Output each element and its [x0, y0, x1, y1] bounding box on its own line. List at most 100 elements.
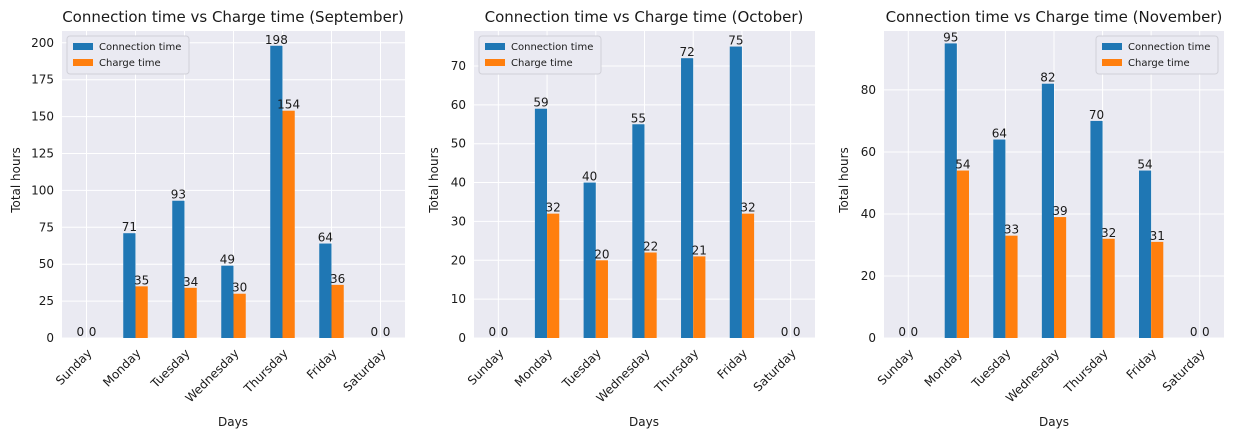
bar [632, 124, 645, 338]
bar [681, 58, 694, 339]
data-label: 59 [533, 96, 548, 110]
bar [319, 243, 332, 338]
bar [1139, 170, 1152, 338]
data-label: 0 [77, 325, 85, 339]
y-tick-label: 100 [31, 183, 54, 197]
bar [944, 43, 957, 338]
y-tick-label: 40 [861, 207, 876, 221]
bar [595, 260, 608, 338]
chart-october: Connection time vs Charge time (October)… [427, 8, 815, 429]
data-label: 64 [992, 127, 1007, 141]
bar [1102, 238, 1115, 338]
chart-november: Connection time vs Charge time (November… [837, 8, 1224, 429]
x-tick-label: Monday [922, 346, 965, 389]
bar [123, 233, 136, 338]
legend-box [66, 35, 190, 75]
x-tick-label: Monday [100, 346, 143, 389]
legend: Connection time Charge time [478, 35, 602, 75]
data-label: 0 [488, 325, 496, 339]
legend-label: Charge time [99, 58, 161, 69]
data-label: 39 [1052, 204, 1067, 218]
legend-label: Connection time [99, 42, 181, 53]
data-label: 31 [1150, 229, 1165, 243]
x-axis-label: Days [218, 415, 248, 429]
bar [583, 182, 596, 338]
bar [729, 46, 742, 338]
y-tick-label: 75 [39, 220, 54, 234]
data-label: 32 [740, 201, 755, 215]
legend-swatch [485, 59, 505, 66]
bar [331, 284, 344, 338]
x-tick-label: Friday [1124, 346, 1160, 382]
y-tick-label: 20 [451, 253, 466, 267]
bar [741, 213, 755, 338]
data-label: 82 [1040, 71, 1055, 85]
x-tick-label: Sunday [53, 346, 95, 388]
x-tick-label: Thursday [1061, 346, 1111, 396]
x-tick-label: Thursday [241, 346, 291, 396]
chart-september: Connection time vs Charge time (Septembe… [9, 8, 405, 429]
bar [221, 265, 234, 338]
y-tick-label: 50 [39, 257, 54, 271]
y-tick-label: 0 [458, 331, 466, 345]
y-tick-label: 60 [451, 98, 466, 112]
x-axis-label: Days [1039, 415, 1069, 429]
chart-title: Connection time vs Charge time (Septembe… [62, 8, 404, 26]
data-label: 21 [692, 243, 707, 257]
y-tick-label: 40 [451, 176, 466, 190]
data-label: 198 [265, 33, 288, 47]
data-label: 22 [643, 240, 658, 254]
legend-label: Charge time [1128, 58, 1190, 69]
data-label: 0 [898, 325, 906, 339]
y-tick-label: 20 [861, 269, 876, 283]
data-label: 93 [171, 188, 186, 202]
data-label: 75 [728, 34, 743, 48]
data-label: 0 [501, 325, 509, 339]
x-tick-label: Saturday [751, 346, 799, 394]
x-tick-label: Tuesday [147, 346, 192, 391]
data-label: 0 [1190, 325, 1198, 339]
bar [547, 213, 560, 338]
bar [1151, 241, 1164, 338]
y-tick-label: 50 [451, 137, 466, 151]
y-tick-label: 200 [31, 36, 54, 50]
bar [1054, 217, 1067, 338]
data-label: 154 [277, 98, 300, 112]
data-label: 0 [1202, 325, 1210, 339]
y-tick-label: 60 [861, 145, 876, 159]
y-tick-label: 80 [861, 83, 876, 97]
legend: Connection time Charge time [1095, 35, 1219, 75]
y-axis-label: Total hours [427, 147, 441, 214]
data-label: 0 [793, 325, 801, 339]
legend-box [1095, 35, 1219, 75]
bar [993, 139, 1006, 338]
data-label: 40 [582, 170, 597, 184]
bar [135, 286, 148, 338]
data-label: 32 [546, 201, 561, 215]
y-axis-label: Total hours [837, 147, 851, 214]
legend-box [478, 35, 602, 75]
bar [282, 110, 295, 338]
legend-swatch [73, 43, 93, 50]
data-label: 72 [679, 45, 694, 59]
legend-label: Connection time [1128, 42, 1210, 53]
chart-title: Connection time vs Charge time (October) [485, 8, 804, 26]
x-tick-label: Friday [304, 346, 340, 382]
legend-label: Charge time [511, 58, 573, 69]
x-tick-label: Friday [714, 346, 750, 382]
y-tick-label: 10 [451, 292, 466, 306]
data-label: 54 [955, 158, 970, 172]
bar [172, 200, 185, 338]
x-axis-label: Days [629, 415, 659, 429]
y-axis-label: Total hours [9, 147, 23, 214]
legend-swatch [1102, 43, 1122, 50]
bar [270, 45, 283, 339]
data-label: 33 [1004, 223, 1019, 237]
chart-title: Connection time vs Charge time (November… [886, 8, 1223, 26]
data-label: 54 [1137, 158, 1152, 172]
data-label: 70 [1089, 108, 1104, 122]
data-label: 64 [318, 231, 333, 245]
